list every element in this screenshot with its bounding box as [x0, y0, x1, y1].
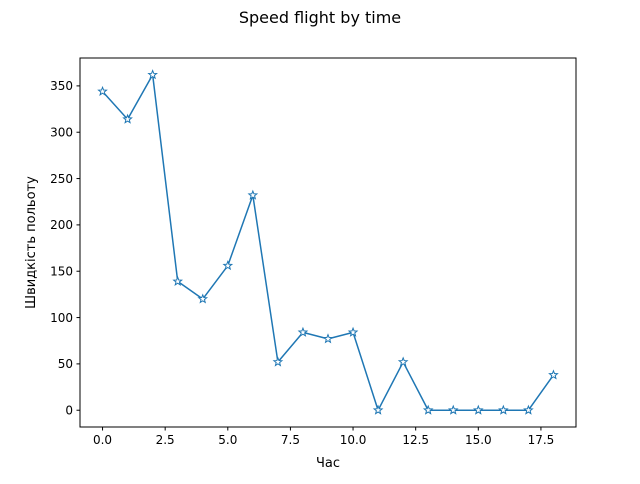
y-tick-label: 150 — [50, 264, 73, 278]
y-tick-label: 100 — [50, 311, 73, 325]
data-point-star-marker — [397, 356, 409, 367]
x-tick-label: 10.0 — [340, 433, 367, 447]
data-point-star-marker — [122, 113, 133, 124]
data-point-star-marker — [347, 326, 359, 337]
y-tick-label: 350 — [50, 79, 73, 93]
x-axis-label: Час — [316, 456, 340, 471]
data-point-star-marker — [97, 85, 108, 96]
y-tick-label: 50 — [58, 357, 73, 371]
data-point-star-marker — [197, 293, 209, 304]
data-point-star-marker — [322, 333, 334, 344]
data-point-star-marker — [498, 404, 509, 415]
y-tick-label: 300 — [50, 125, 73, 139]
y-axis-ticks: 0 50 100 150 200 250 300 350 — [50, 79, 80, 417]
data-point-star-marker — [372, 404, 384, 415]
data-point-star-marker — [147, 69, 158, 80]
data-point-star-marker — [172, 275, 184, 286]
x-tick-label: 17.5 — [528, 433, 555, 447]
y-tick-label: 0 — [65, 403, 73, 417]
data-point-star-marker — [523, 404, 534, 415]
y-axis-label: Швидкість польоту — [24, 176, 39, 309]
data-point-star-marker — [247, 189, 259, 200]
data-point-star-marker — [222, 260, 234, 271]
data-point-star-marker — [272, 356, 284, 367]
chart-title: Speed flight by time — [239, 8, 401, 27]
x-tick-label: 2.5 — [156, 433, 175, 447]
y-tick-label: 200 — [50, 218, 73, 232]
x-tick-label: 7.5 — [281, 433, 300, 447]
y-tick-label: 250 — [50, 172, 73, 186]
x-tick-label: 5.0 — [218, 433, 237, 447]
data-point-star-marker — [422, 404, 434, 415]
data-point-star-marker — [548, 369, 559, 380]
data-point-star-marker — [472, 404, 484, 415]
plot-frame — [79, 57, 577, 428]
series-layer — [97, 69, 559, 415]
data-point-star-marker — [447, 404, 459, 415]
x-tick-label: 15.0 — [465, 433, 492, 447]
x-axis-ticks: 0.0 2.5 5.0 7.5 10.0 12.5 15.0 17.5 — [93, 427, 554, 447]
data-point-star-marker — [297, 326, 309, 337]
x-tick-label: 0.0 — [93, 433, 112, 447]
x-tick-label: 12.5 — [402, 433, 429, 447]
